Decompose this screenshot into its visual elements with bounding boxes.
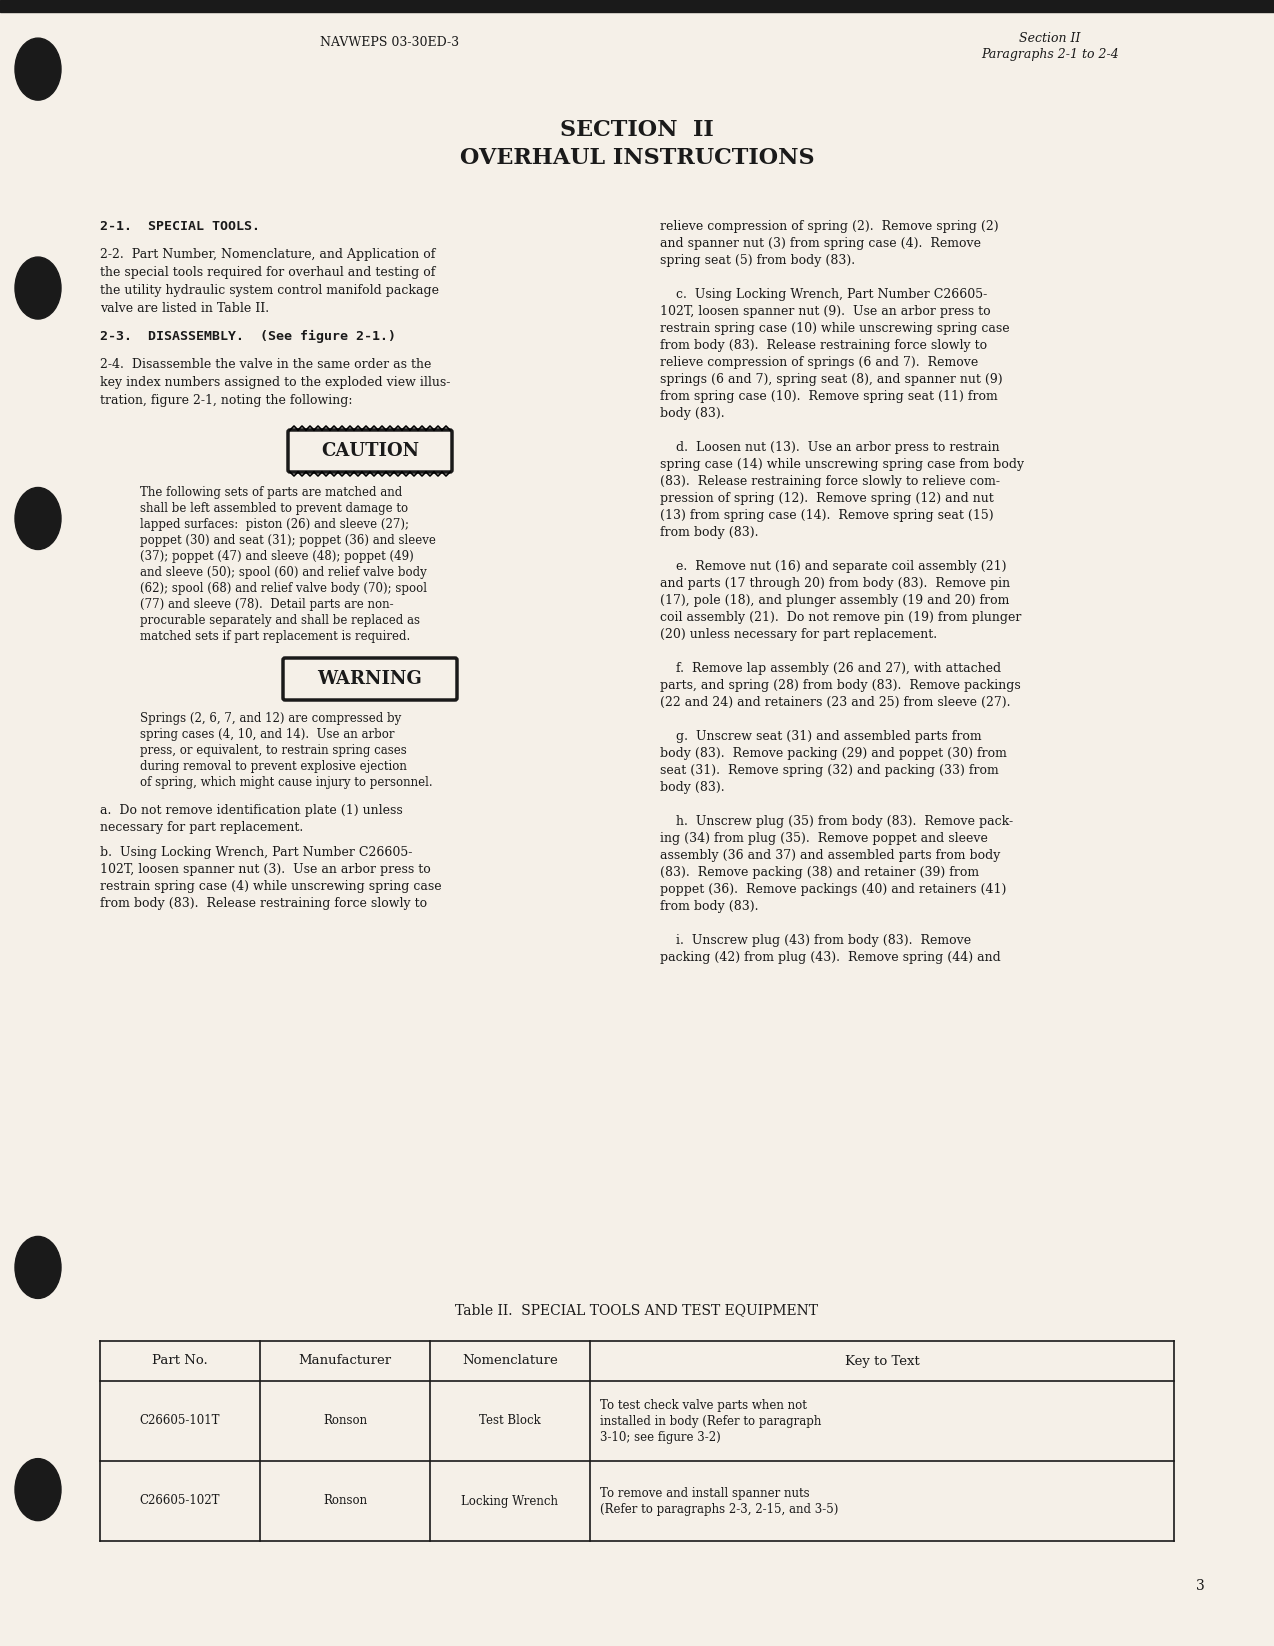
Text: To remove and install spanner nuts: To remove and install spanner nuts bbox=[600, 1486, 809, 1500]
Text: seat (31).  Remove spring (32) and packing (33) from: seat (31). Remove spring (32) and packin… bbox=[660, 764, 999, 777]
Text: the utility hydraulic system control manifold package: the utility hydraulic system control man… bbox=[99, 285, 440, 296]
Text: and spanner nut (3) from spring case (4).  Remove: and spanner nut (3) from spring case (4)… bbox=[660, 237, 981, 250]
Text: c.  Using Locking Wrench, Part Number C26605-: c. Using Locking Wrench, Part Number C26… bbox=[660, 288, 987, 301]
Text: 2-4.  Disassemble the valve in the same order as the: 2-4. Disassemble the valve in the same o… bbox=[99, 357, 432, 370]
Text: from body (83).: from body (83). bbox=[660, 527, 758, 538]
Text: from body (83).  Release restraining force slowly to: from body (83). Release restraining forc… bbox=[99, 897, 427, 910]
Text: (62); spool (68) and relief valve body (70); spool: (62); spool (68) and relief valve body (… bbox=[140, 583, 427, 594]
Text: and parts (17 through 20) from body (83).  Remove pin: and parts (17 through 20) from body (83)… bbox=[660, 578, 1010, 589]
Text: ing (34) from plug (35).  Remove poppet and sleeve: ing (34) from plug (35). Remove poppet a… bbox=[660, 831, 987, 844]
Text: body (83).: body (83). bbox=[660, 780, 725, 793]
Text: 2-2.  Part Number, Nomenclature, and Application of: 2-2. Part Number, Nomenclature, and Appl… bbox=[99, 249, 436, 262]
Text: (83).  Release restraining force slowly to relieve com-: (83). Release restraining force slowly t… bbox=[660, 476, 1000, 487]
Text: C26605-102T: C26605-102T bbox=[140, 1495, 220, 1508]
Text: packing (42) from plug (43).  Remove spring (44) and: packing (42) from plug (43). Remove spri… bbox=[660, 951, 1001, 965]
Text: Part No.: Part No. bbox=[152, 1355, 208, 1368]
Text: The following sets of parts are matched and: The following sets of parts are matched … bbox=[140, 486, 403, 499]
Text: installed in body (Refer to paragraph: installed in body (Refer to paragraph bbox=[600, 1414, 822, 1427]
Text: Nomenclature: Nomenclature bbox=[462, 1355, 558, 1368]
Text: lapped surfaces:  piston (26) and sleeve (27);: lapped surfaces: piston (26) and sleeve … bbox=[140, 518, 409, 532]
Text: 3-10; see figure 3-2): 3-10; see figure 3-2) bbox=[600, 1430, 721, 1444]
Text: Locking Wrench: Locking Wrench bbox=[461, 1495, 558, 1508]
Text: press, or equivalent, to restrain spring cases: press, or equivalent, to restrain spring… bbox=[140, 744, 406, 757]
Text: shall be left assembled to prevent damage to: shall be left assembled to prevent damag… bbox=[140, 502, 408, 515]
Text: CAUTION: CAUTION bbox=[321, 443, 419, 459]
Text: h.  Unscrew plug (35) from body (83).  Remove pack-: h. Unscrew plug (35) from body (83). Rem… bbox=[660, 815, 1013, 828]
Text: Test Block: Test Block bbox=[479, 1414, 541, 1427]
Text: SECTION  II: SECTION II bbox=[561, 119, 713, 142]
Text: 3: 3 bbox=[1195, 1579, 1204, 1593]
Text: procurable separately and shall be replaced as: procurable separately and shall be repla… bbox=[140, 614, 420, 627]
Text: body (83).: body (83). bbox=[660, 407, 725, 420]
Text: spring cases (4, 10, and 14).  Use an arbor: spring cases (4, 10, and 14). Use an arb… bbox=[140, 728, 395, 741]
Text: assembly (36 and 37) and assembled parts from body: assembly (36 and 37) and assembled parts… bbox=[660, 849, 1000, 863]
Text: (83).  Remove packing (38) and retainer (39) from: (83). Remove packing (38) and retainer (… bbox=[660, 866, 980, 879]
Text: key index numbers assigned to the exploded view illus-: key index numbers assigned to the explod… bbox=[99, 375, 451, 388]
Text: necessary for part replacement.: necessary for part replacement. bbox=[99, 821, 303, 835]
FancyBboxPatch shape bbox=[288, 430, 452, 472]
Text: i.  Unscrew plug (43) from body (83).  Remove: i. Unscrew plug (43) from body (83). Rem… bbox=[660, 933, 971, 946]
Text: coil assembly (21).  Do not remove pin (19) from plunger: coil assembly (21). Do not remove pin (1… bbox=[660, 611, 1022, 624]
Text: pression of spring (12).  Remove spring (12) and nut: pression of spring (12). Remove spring (… bbox=[660, 492, 994, 505]
Text: from spring case (10).  Remove spring seat (11) from: from spring case (10). Remove spring sea… bbox=[660, 390, 998, 403]
Text: (20) unless necessary for part replacement.: (20) unless necessary for part replaceme… bbox=[660, 629, 938, 640]
Text: poppet (30) and seat (31); poppet (36) and sleeve: poppet (30) and seat (31); poppet (36) a… bbox=[140, 533, 436, 546]
Text: (22 and 24) and retainers (23 and 25) from sleeve (27).: (22 and 24) and retainers (23 and 25) fr… bbox=[660, 696, 1010, 709]
Text: Key to Text: Key to Text bbox=[845, 1355, 920, 1368]
Text: f.  Remove lap assembly (26 and 27), with attached: f. Remove lap assembly (26 and 27), with… bbox=[660, 662, 1001, 675]
Text: relieve compression of spring (2).  Remove spring (2): relieve compression of spring (2). Remov… bbox=[660, 221, 999, 234]
Ellipse shape bbox=[15, 1236, 61, 1299]
Text: (77) and sleeve (78).  Detail parts are non-: (77) and sleeve (78). Detail parts are n… bbox=[140, 597, 394, 611]
Text: Ronson: Ronson bbox=[322, 1414, 367, 1427]
Text: 102T, loosen spanner nut (9).  Use an arbor press to: 102T, loosen spanner nut (9). Use an arb… bbox=[660, 305, 991, 318]
Text: Table II.  SPECIAL TOOLS AND TEST EQUIPMENT: Table II. SPECIAL TOOLS AND TEST EQUIPME… bbox=[456, 1304, 818, 1317]
Ellipse shape bbox=[15, 487, 61, 550]
Text: poppet (36).  Remove packings (40) and retainers (41): poppet (36). Remove packings (40) and re… bbox=[660, 882, 1006, 895]
Text: e.  Remove nut (16) and separate coil assembly (21): e. Remove nut (16) and separate coil ass… bbox=[660, 560, 1006, 573]
Text: g.  Unscrew seat (31) and assembled parts from: g. Unscrew seat (31) and assembled parts… bbox=[660, 729, 982, 742]
Text: NAVWEPS 03-30ED-3: NAVWEPS 03-30ED-3 bbox=[321, 36, 460, 48]
Text: and sleeve (50); spool (60) and relief valve body: and sleeve (50); spool (60) and relief v… bbox=[140, 566, 427, 579]
Text: matched sets if part replacement is required.: matched sets if part replacement is requ… bbox=[140, 630, 410, 644]
Bar bbox=[0, 0, 1274, 12]
FancyBboxPatch shape bbox=[283, 658, 457, 700]
Ellipse shape bbox=[15, 1458, 61, 1521]
Text: tration, figure 2-1, noting the following:: tration, figure 2-1, noting the followin… bbox=[99, 393, 353, 407]
Text: the special tools required for overhaul and testing of: the special tools required for overhaul … bbox=[99, 267, 436, 280]
Text: (13) from spring case (14).  Remove spring seat (15): (13) from spring case (14). Remove sprin… bbox=[660, 509, 994, 522]
Text: 102T, loosen spanner nut (3).  Use an arbor press to: 102T, loosen spanner nut (3). Use an arb… bbox=[99, 863, 431, 876]
Text: from body (83).: from body (83). bbox=[660, 900, 758, 914]
Text: Paragraphs 2-1 to 2-4: Paragraphs 2-1 to 2-4 bbox=[981, 48, 1119, 61]
Text: body (83).  Remove packing (29) and poppet (30) from: body (83). Remove packing (29) and poppe… bbox=[660, 747, 1006, 760]
Text: of spring, which might cause injury to personnel.: of spring, which might cause injury to p… bbox=[140, 775, 433, 788]
Text: C26605-101T: C26605-101T bbox=[140, 1414, 220, 1427]
Text: WARNING: WARNING bbox=[317, 670, 423, 688]
Text: d.  Loosen nut (13).  Use an arbor press to restrain: d. Loosen nut (13). Use an arbor press t… bbox=[660, 441, 1000, 454]
Text: Ronson: Ronson bbox=[322, 1495, 367, 1508]
Text: Manufacturer: Manufacturer bbox=[298, 1355, 391, 1368]
Text: parts, and spring (28) from body (83).  Remove packings: parts, and spring (28) from body (83). R… bbox=[660, 680, 1020, 691]
Text: (Refer to paragraphs 2-3, 2-15, and 3-5): (Refer to paragraphs 2-3, 2-15, and 3-5) bbox=[600, 1503, 838, 1516]
Text: Springs (2, 6, 7, and 12) are compressed by: Springs (2, 6, 7, and 12) are compressed… bbox=[140, 713, 401, 724]
Text: Section II: Section II bbox=[1019, 31, 1080, 44]
Text: OVERHAUL INSTRUCTIONS: OVERHAUL INSTRUCTIONS bbox=[460, 146, 814, 170]
Text: valve are listed in Table II.: valve are listed in Table II. bbox=[99, 301, 269, 314]
Ellipse shape bbox=[15, 257, 61, 319]
Text: 2-1.  SPECIAL TOOLS.: 2-1. SPECIAL TOOLS. bbox=[99, 221, 260, 234]
Text: b.  Using Locking Wrench, Part Number C26605-: b. Using Locking Wrench, Part Number C26… bbox=[99, 846, 413, 859]
Text: from body (83).  Release restraining force slowly to: from body (83). Release restraining forc… bbox=[660, 339, 987, 352]
Text: spring case (14) while unscrewing spring case from body: spring case (14) while unscrewing spring… bbox=[660, 458, 1024, 471]
Text: springs (6 and 7), spring seat (8), and spanner nut (9): springs (6 and 7), spring seat (8), and … bbox=[660, 374, 1003, 387]
Text: spring seat (5) from body (83).: spring seat (5) from body (83). bbox=[660, 253, 855, 267]
Text: 2-3.  DISASSEMBLY.  (See figure 2-1.): 2-3. DISASSEMBLY. (See figure 2-1.) bbox=[99, 329, 396, 342]
Ellipse shape bbox=[15, 38, 61, 100]
Text: (37); poppet (47) and sleeve (48); poppet (49): (37); poppet (47) and sleeve (48); poppe… bbox=[140, 550, 414, 563]
Text: restrain spring case (10) while unscrewing spring case: restrain spring case (10) while unscrewi… bbox=[660, 323, 1009, 336]
Text: a.  Do not remove identification plate (1) unless: a. Do not remove identification plate (1… bbox=[99, 803, 403, 816]
Text: relieve compression of springs (6 and 7).  Remove: relieve compression of springs (6 and 7)… bbox=[660, 356, 978, 369]
Text: during removal to prevent explosive ejection: during removal to prevent explosive ejec… bbox=[140, 760, 406, 774]
Text: restrain spring case (4) while unscrewing spring case: restrain spring case (4) while unscrewin… bbox=[99, 881, 442, 894]
Text: To test check valve parts when not: To test check valve parts when not bbox=[600, 1399, 806, 1412]
Text: (17), pole (18), and plunger assembly (19 and 20) from: (17), pole (18), and plunger assembly (1… bbox=[660, 594, 1009, 607]
